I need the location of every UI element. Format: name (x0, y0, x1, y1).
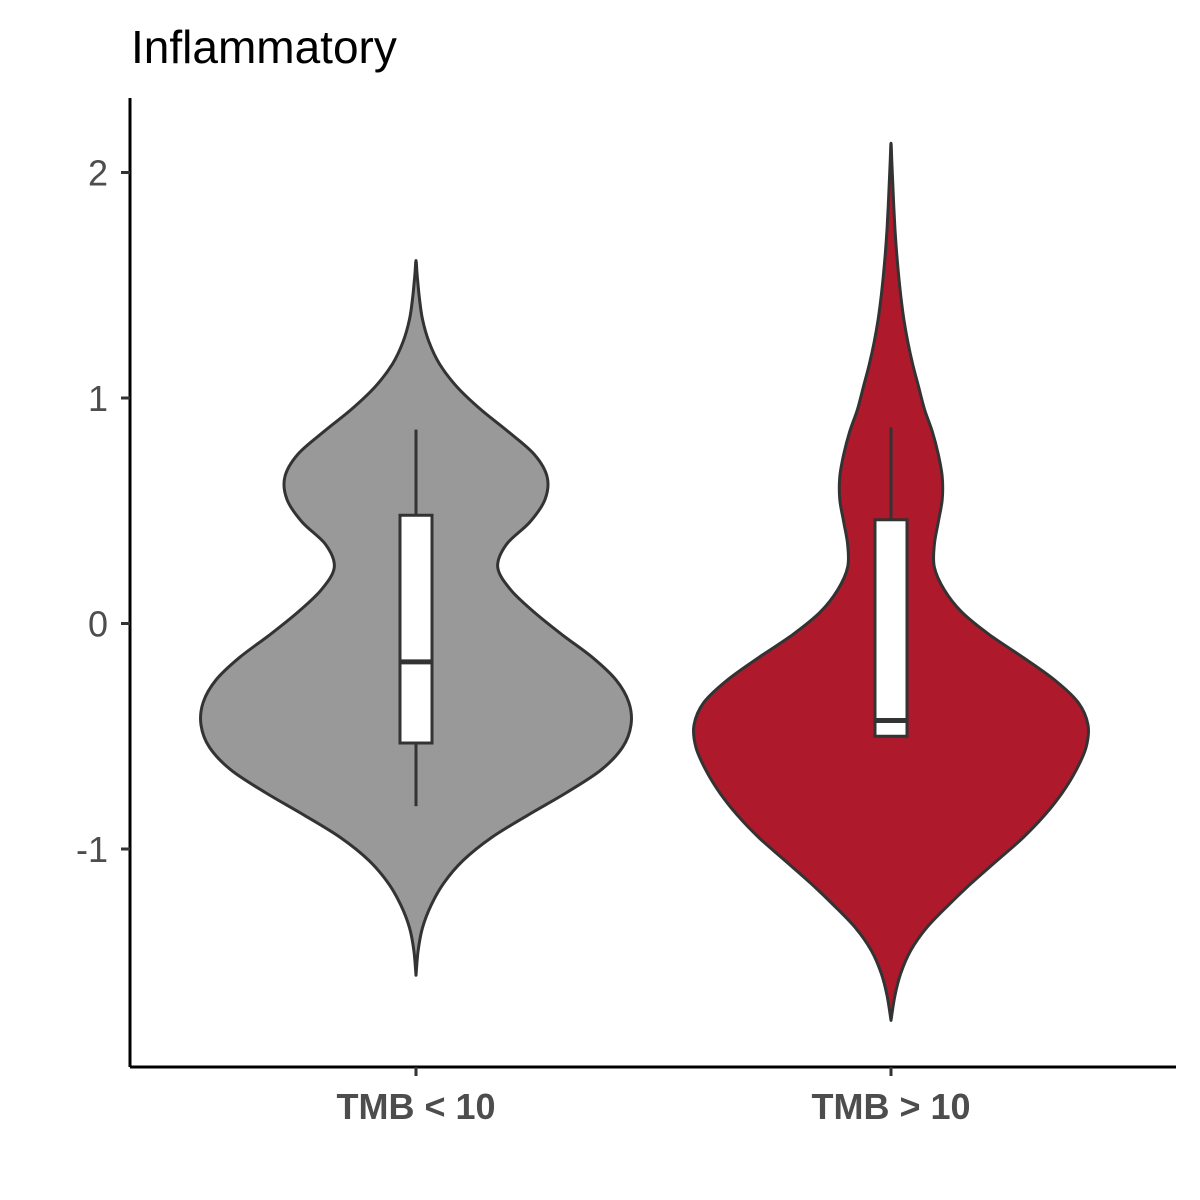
box-iqr (398, 513, 434, 745)
box-iqr (873, 518, 909, 738)
x-axis: TMB < 10 TMB > 10 (130, 1065, 1176, 1127)
x-tick-label: TMB < 10 (336, 1086, 495, 1127)
y-tick-label: -1 (76, 829, 108, 870)
violin-layer (199, 141, 1091, 1022)
chart-title: Inflammatory (131, 21, 397, 73)
y-tick-label: 1 (88, 378, 108, 419)
x-tick-label: TMB > 10 (811, 1086, 970, 1127)
boxplot-layer (398, 427, 909, 807)
y-tick-label: 0 (88, 604, 108, 645)
y-axis: -1 0 1 2 (76, 98, 132, 1067)
y-tick-label: 2 (88, 153, 108, 194)
